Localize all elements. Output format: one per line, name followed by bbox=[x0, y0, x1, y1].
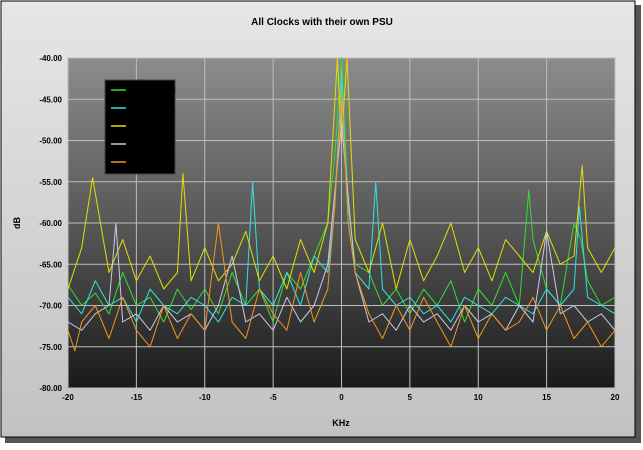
chart-title: All Clocks with their own PSU bbox=[251, 17, 393, 28]
legend-label: Reference B bbox=[129, 86, 176, 95]
y-tick-label: -65.00 bbox=[39, 260, 62, 269]
series-line-miniclock bbox=[67, 123, 616, 331]
x-tick-label: -15 bbox=[131, 393, 143, 402]
y-tick-label: -60.00 bbox=[39, 219, 62, 228]
tick-layer: -20 -15 -10 -5 0 5 10 15 20 -40.00 -45.00 -50.00 -55… bbox=[39, 54, 620, 402]
legend-label: MiniClock bbox=[129, 140, 167, 149]
x-tick-label: 10 bbox=[474, 393, 483, 402]
legend-label: MicroClock bbox=[129, 122, 173, 131]
y-axis-label: dB bbox=[12, 217, 22, 229]
legend-box bbox=[104, 79, 176, 175]
x-tick-label: 20 bbox=[611, 393, 620, 402]
y-tick-label: -45.00 bbox=[39, 95, 62, 104]
x-axis-label: KHz bbox=[332, 418, 350, 428]
y-tick-label: -80.00 bbox=[39, 384, 62, 393]
x-tick-label: 5 bbox=[408, 393, 413, 402]
y-tick-label: -75.00 bbox=[39, 343, 62, 352]
x-tick-label: -5 bbox=[270, 393, 278, 402]
series-line-microclock bbox=[67, 57, 616, 290]
legend-items: Reference B Reference A MicroClock MiniCloc… bbox=[111, 86, 176, 167]
series-layer bbox=[67, 57, 616, 352]
y-tick-label: -55.00 bbox=[39, 178, 62, 187]
y-tick-label: -50.00 bbox=[39, 137, 62, 146]
legend: Reference B Reference A MicroClock MiniCloc… bbox=[104, 79, 176, 175]
x-tick-label: 0 bbox=[339, 393, 344, 402]
series-line-rockclock bbox=[67, 90, 616, 352]
y-tick-label: -70.00 bbox=[39, 302, 62, 311]
y-tick-label: -40.00 bbox=[39, 54, 62, 63]
x-tick-label: -20 bbox=[62, 393, 74, 402]
x-tick-label: -10 bbox=[199, 393, 211, 402]
legend-label: Reference A bbox=[129, 104, 176, 113]
x-tick-label: 15 bbox=[542, 393, 551, 402]
legend-label: RockClock bbox=[129, 158, 171, 167]
